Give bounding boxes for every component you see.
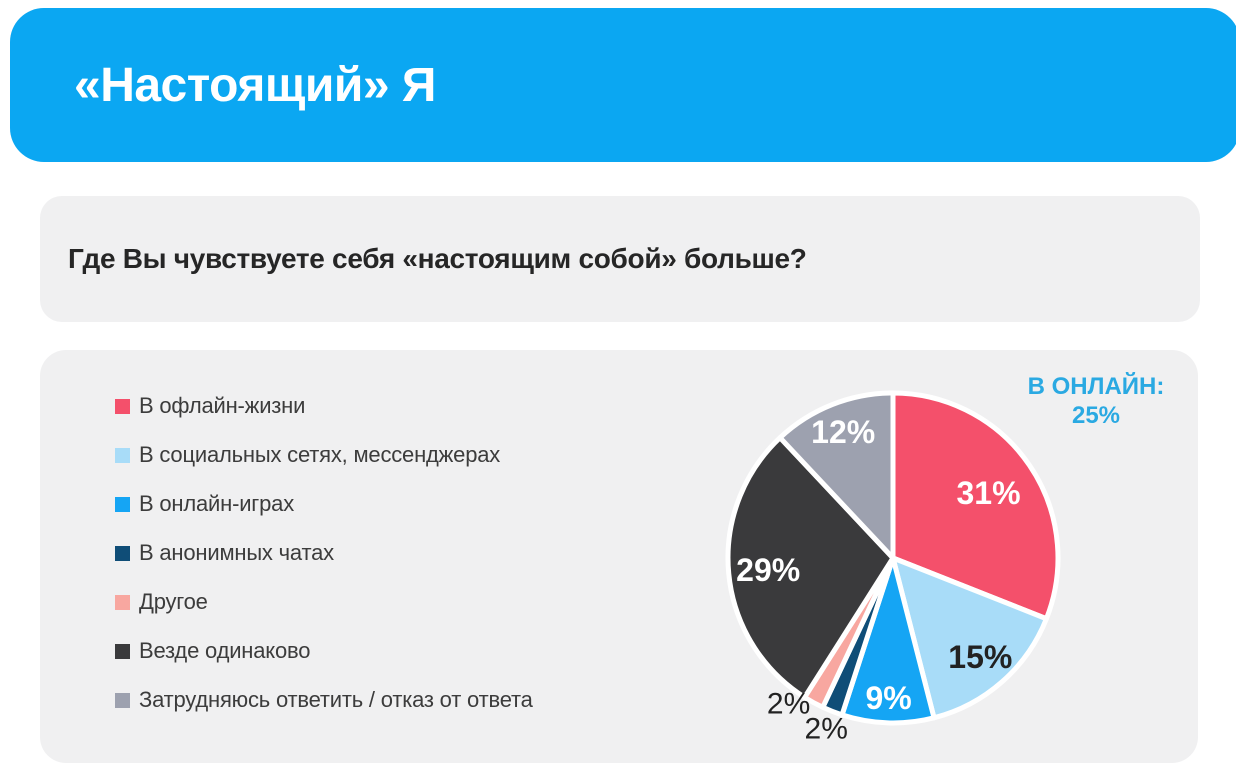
legend-item: В социальных сетях, мессенджерах <box>115 442 533 467</box>
legend-item: Везде одинаково <box>115 638 533 663</box>
legend-item: Другое <box>115 589 533 614</box>
legend-item: Затрудняюсь ответить / отказ от ответа <box>115 687 533 712</box>
pie-slice-label: 15% <box>948 639 1012 675</box>
legend-swatch <box>115 692 130 708</box>
legend-label: В онлайн-играх <box>139 491 294 516</box>
header-banner: «Настоящий» Я <box>10 8 1236 162</box>
legend-label: В анонимных чатах <box>139 540 334 565</box>
legend-label: Затрудняюсь ответить / отказ от ответа <box>139 687 533 712</box>
page-title: «Настоящий» Я <box>74 58 436 112</box>
pie-slice-label: 12% <box>811 414 875 450</box>
pie-slice-label: 31% <box>956 475 1020 511</box>
question-panel: Где Вы чувствуете себя «настоящим собой»… <box>40 196 1200 322</box>
legend-item: В офлайн-жизни <box>115 393 533 418</box>
legend-item: В анонимных чатах <box>115 540 533 565</box>
online-annotation-text: В ОНЛАЙН: <box>1027 373 1165 400</box>
pie-slice-label: 2% <box>767 688 810 721</box>
legend-label: Другое <box>139 589 208 614</box>
legend-swatch <box>115 496 130 512</box>
pie-slice-label: 9% <box>865 680 911 716</box>
pie-slice <box>890 390 1061 622</box>
legend-item: В онлайн-играх <box>115 491 533 516</box>
pie-slice <box>777 390 896 561</box>
chart-panel: В офлайн-жизни В социальных сетях, мессен… <box>40 350 1198 763</box>
pie-slice <box>725 435 896 700</box>
online-annotation: В ОНЛАЙН: 25% <box>1016 372 1176 430</box>
legend-swatch <box>115 545 130 561</box>
legend-swatch <box>115 643 130 659</box>
pie-chart-container: 31% 15% 9% 2% 2% 29% 12% <box>693 358 1093 758</box>
legend-swatch <box>115 398 130 414</box>
pie-slice-label: 2% <box>805 712 848 745</box>
legend-swatch <box>115 447 130 463</box>
question-text: Где Вы чувствуете себя «настоящим собой»… <box>68 243 807 274</box>
pie-slice <box>890 555 1049 721</box>
legend-label: В социальных сетях, мессенджерах <box>139 442 501 467</box>
legend-label: В офлайн-жизни <box>139 393 306 418</box>
legend: В офлайн-жизни В социальных сетях, мессен… <box>115 393 533 737</box>
legend-label: Везде одинаково <box>139 638 311 663</box>
pie-chart: 31% 15% 9% 2%2% 29% 12% <box>725 390 1061 745</box>
pie-slice-label: 29% <box>736 552 800 588</box>
online-annotation-value: 25% <box>1071 402 1121 429</box>
legend-swatch <box>115 594 130 610</box>
